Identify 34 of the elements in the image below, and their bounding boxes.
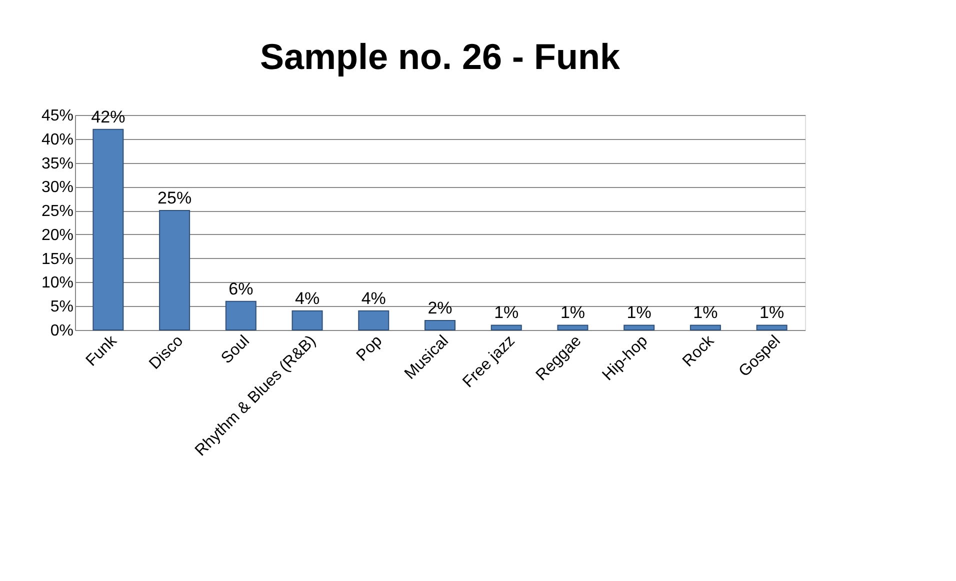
y-tick-label: 30% [41, 179, 74, 196]
bar [756, 324, 788, 330]
y-tick-label: 5% [50, 298, 74, 316]
data-label: 25% [158, 188, 192, 208]
bar [92, 128, 124, 330]
y-tick-label: 40% [41, 131, 74, 148]
y-tick-label: 25% [41, 203, 74, 220]
data-label: 4% [361, 288, 386, 308]
y-tick-label: 10% [41, 274, 74, 292]
bar [557, 324, 588, 330]
x-tick-label: Pop [354, 332, 386, 365]
data-label: 6% [228, 279, 254, 298]
y-tick-label: 20% [41, 226, 74, 244]
data-label: 1% [626, 303, 652, 322]
data-label: 2% [428, 298, 452, 318]
data-label: 1% [760, 303, 784, 322]
y-tick-label: 0% [50, 322, 74, 340]
data-label: 4% [294, 288, 320, 308]
bar [225, 300, 256, 330]
bar [690, 324, 721, 330]
y-tick-label: 35% [41, 155, 74, 172]
bar [490, 324, 522, 330]
chart-title: Sample no. 26 - Funk [260, 36, 622, 77]
data-label: 42% [91, 107, 126, 126]
bar [424, 320, 456, 330]
bar [292, 310, 323, 330]
data-label: 1% [693, 303, 718, 322]
bar [624, 324, 655, 330]
bar [159, 210, 190, 330]
y-tick-label: 15% [41, 250, 74, 268]
data-label: 1% [560, 303, 586, 322]
data-label: 1% [494, 303, 519, 322]
y-tick-label: 45% [41, 108, 74, 124]
bar [358, 310, 390, 330]
